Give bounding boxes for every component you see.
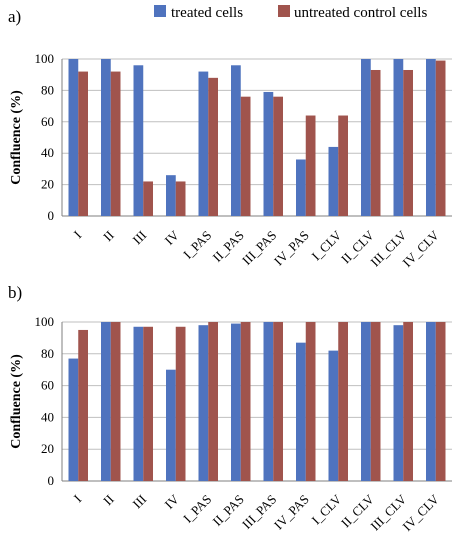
bar-a-untreated-ii-clv (370, 69, 381, 217)
bar-a-treated-i-clv (328, 146, 339, 216)
bar-b-untreated-iii-pas (273, 322, 283, 481)
y-tick-label-a-60: 60 (41, 114, 54, 129)
y-axis-label-b: Confluence (%) (9, 354, 24, 449)
bar-b-untreated-iv-clv (435, 322, 446, 481)
bar-a-untreated-i-clv (338, 115, 348, 216)
bar-b-treated-iv-clv (426, 322, 436, 481)
x-tick-label-b-iv-pas: IV_PAS (271, 492, 312, 533)
x-tick-label-b-iii: III (130, 492, 150, 512)
bar-b-treated-i-pas (198, 325, 209, 481)
x-tick-label-a-i: I (71, 228, 85, 242)
bar-a-untreated-iii-pas (273, 96, 283, 216)
legend-label-treated: treated cells (171, 5, 243, 21)
bar-a-untreated-iv-clv (435, 60, 446, 216)
bar-b-treated-ii (101, 322, 111, 481)
bar-b-treated-i-clv (328, 350, 339, 481)
panel-label-b: b) (8, 283, 22, 302)
x-tick-label-a-iv-pas: IV_PAS (271, 228, 312, 269)
bar-b-untreated-i-clv (338, 322, 348, 481)
bar-a-treated-ii (101, 59, 111, 216)
y-tick-label-b-0: 0 (48, 473, 55, 488)
legend: treated cells untreated control cells (154, 5, 427, 21)
x-tick-label-b-i-pas: I_PAS (180, 492, 214, 526)
y-axis-label-a: Confluence (%) (9, 90, 24, 185)
bar-b-treated-iv (166, 369, 176, 481)
legend-swatch-treated (154, 5, 166, 17)
bar-a-treated-iv-pas (296, 159, 306, 216)
y-tick-label-b-40: 40 (41, 409, 54, 424)
y-tick-label-b-80: 80 (41, 346, 54, 361)
bar-b-treated-iii-clv (393, 325, 404, 481)
y-tick-label-a-80: 80 (41, 82, 54, 97)
bar-a-untreated-i (78, 71, 88, 216)
x-tick-label-a-i-pas: I_PAS (180, 228, 214, 262)
bar-a-treated-iii-pas (263, 91, 274, 216)
bar-a-untreated-iv (175, 181, 186, 216)
x-tick-label-a-iv-clv: IV_CLV (399, 227, 442, 270)
bar-a-untreated-ii (110, 71, 121, 216)
bar-a-untreated-iv-pas (305, 115, 316, 216)
x-tick-label-b-ii: II (100, 492, 117, 509)
y-tick-label-a-100: 100 (35, 51, 55, 66)
bar-a-treated-iv (166, 175, 176, 216)
bar-b-untreated-iii-clv (403, 322, 413, 481)
x-tick-label-b-iii-pas: III_PAS (239, 492, 279, 532)
bar-b-untreated-ii (110, 322, 121, 481)
bar-a-treated-ii-clv (361, 59, 371, 216)
bar-b-treated-iii (133, 326, 144, 481)
y-tick-label-a-20: 20 (41, 177, 54, 192)
bar-b-untreated-i-pas (208, 322, 218, 481)
bar-a-untreated-iii-clv (403, 69, 413, 217)
x-tick-label-a-ii: II (100, 228, 117, 245)
x-tick-label-a-iii-pas: III_PAS (239, 228, 279, 268)
y-tick-label-b-60: 60 (41, 378, 54, 393)
bar-a-treated-i-pas (198, 71, 209, 216)
bar-a-treated-i (68, 59, 79, 216)
bar-b-untreated-ii-clv (370, 322, 381, 481)
x-tick-label-a-iv: IV (162, 227, 183, 248)
bar-a-untreated-ii-pas (240, 96, 251, 216)
bar-b-untreated-iii (143, 326, 153, 481)
y-tick-label-b-20: 20 (41, 441, 54, 456)
bar-a-untreated-i-pas (208, 77, 218, 216)
bar-b-treated-iv-pas (296, 342, 306, 481)
x-tick-label-a-iii: III (130, 228, 150, 248)
bar-b-untreated-iv-pas (305, 322, 316, 481)
x-tick-label-b-iv-clv: IV_CLV (399, 491, 442, 534)
bar-a-treated-ii-pas (231, 65, 241, 216)
bar-b-untreated-ii-pas (240, 322, 251, 481)
bar-b-untreated-i (78, 329, 88, 481)
bar-a-treated-iv-clv (426, 59, 436, 216)
y-tick-label-a-40: 40 (41, 145, 54, 160)
bar-b-treated-i (68, 358, 79, 481)
bar-a-untreated-iii (143, 181, 153, 216)
legend-label-untreated: untreated control cells (294, 5, 427, 21)
bar-b-treated-ii-pas (231, 323, 241, 481)
panel-label-a: a) (8, 7, 21, 26)
legend-swatch-untreated (278, 5, 290, 17)
x-tick-label-b-iv: IV (162, 491, 183, 512)
bar-b-untreated-iv (175, 326, 186, 481)
y-tick-label-b-100: 100 (35, 314, 55, 329)
bar-a-treated-iii (133, 65, 144, 216)
bar-b-treated-iii-pas (263, 322, 274, 481)
bar-a-treated-iii-clv (393, 59, 404, 216)
bar-b-treated-ii-clv (361, 322, 371, 481)
y-tick-label-a-0: 0 (48, 208, 55, 223)
x-tick-label-b-i: I (71, 492, 85, 506)
